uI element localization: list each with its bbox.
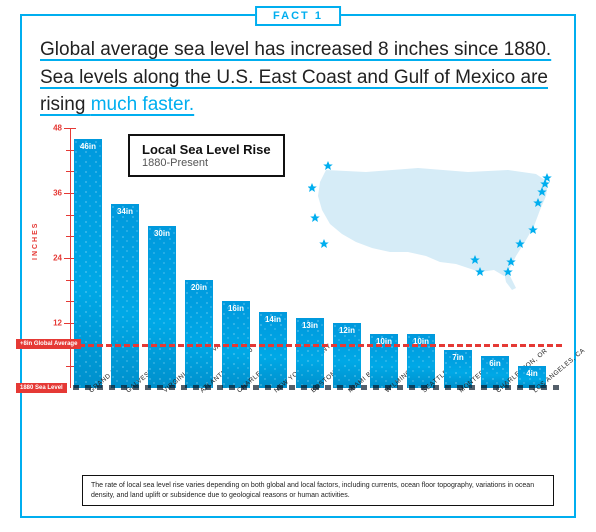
y-tick-label: 48 <box>48 124 62 133</box>
y-axis-label: INCHES <box>32 222 39 260</box>
bar: 34inGALVESTON, TX <box>111 204 139 388</box>
map-star-icon <box>308 183 317 192</box>
y-tick-minor <box>66 215 74 216</box>
bar-value-label: 20in <box>185 283 213 292</box>
bar-value-label: 34in <box>111 207 139 216</box>
bar: 6inCHARLESTON, OR <box>481 356 509 389</box>
bar: 13inBOSTON, MA <box>296 318 324 388</box>
bar: 7inMONTEREY, CA <box>444 350 472 388</box>
y-tick-label: 36 <box>48 189 62 198</box>
chart-title-box: Local Sea Level Rise 1880-Present <box>128 134 285 177</box>
bar-value-label: 12in <box>333 326 361 335</box>
bar: 30inVIRGINIA BEACH, VA <box>148 226 176 389</box>
bar: 14inNEW YORK CITY, NY <box>259 312 287 388</box>
y-tick-minor <box>66 171 74 172</box>
bar-value-label: 13in <box>296 321 324 330</box>
y-tick-minor <box>66 150 74 151</box>
map-star-icon <box>319 239 329 248</box>
footnote: The rate of local sea level rise varies … <box>82 475 554 506</box>
y-tick-minor <box>66 236 74 237</box>
global-average-label: +8in Global Average <box>16 339 81 349</box>
bar-value-label: 7in <box>444 353 472 362</box>
bar: 46inGRAND ISLE, LA <box>74 139 102 388</box>
headline-emphasis: much faster. <box>91 94 195 115</box>
us-map <box>308 152 558 297</box>
baseline-wave-icon <box>70 385 564 390</box>
headline: Global average sea level has increased 8… <box>40 36 556 119</box>
map-star-icon <box>323 161 333 170</box>
bar: 10inSEATTLE, WA <box>407 334 435 388</box>
bar-value-label: 4in <box>518 369 546 378</box>
bar: 10inWILMINGTON, NC <box>370 334 398 388</box>
map-star-icon <box>310 213 320 222</box>
y-tick-minor <box>66 366 74 367</box>
chart-title: Local Sea Level Rise <box>142 142 271 157</box>
bar: 12inMIAMI BEACH, FL <box>333 323 361 388</box>
bar-value-label: 16in <box>222 304 250 313</box>
map-svg <box>308 152 558 297</box>
us-outline <box>318 168 548 276</box>
baseline-label: 1880 Sea Level <box>16 383 67 393</box>
bar: 20inATLANTIC CITY, NJ <box>185 280 213 388</box>
y-tick-minor <box>66 301 74 302</box>
bar-value-label: 46in <box>74 142 102 151</box>
y-tick-label: 24 <box>48 254 62 263</box>
bar-value-label: 14in <box>259 315 287 324</box>
bar-value-label: 6in <box>481 359 509 368</box>
y-tick-minor <box>66 280 74 281</box>
global-average-line <box>70 344 564 347</box>
y-tick-label: 12 <box>48 319 62 328</box>
fact-badge: FACT 1 <box>255 6 341 26</box>
bar-value-label: 30in <box>148 229 176 238</box>
chart-subtitle: 1880-Present <box>142 157 271 169</box>
